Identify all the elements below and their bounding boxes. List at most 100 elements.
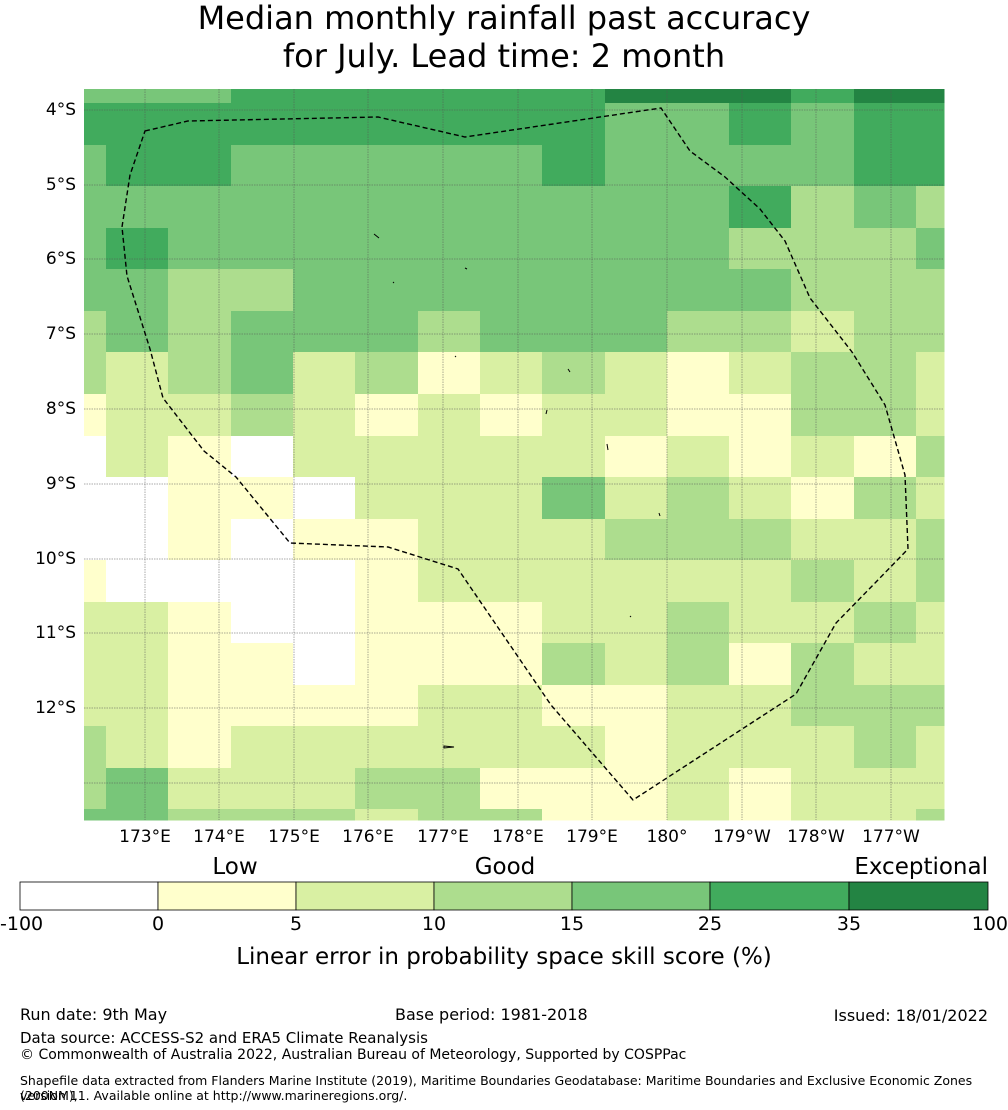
longitude-tick-label: 173°E (119, 827, 171, 847)
skill-cell (168, 768, 232, 810)
skill-cell (418, 394, 481, 437)
skill-cell (418, 643, 481, 686)
skill-cell (542, 269, 606, 312)
skill-cell (916, 394, 945, 437)
skill-cell (729, 228, 792, 270)
skill-cell (854, 685, 917, 727)
skill-cell (791, 643, 855, 686)
colorbar (19, 881, 989, 911)
skill-cell (667, 89, 730, 104)
skill-cell (293, 311, 356, 353)
skill-cell (418, 269, 481, 312)
longitude-tick-label: 178°W (787, 827, 845, 847)
skill-cell (84, 228, 107, 270)
skill-cell (231, 560, 294, 603)
skill-cell (605, 103, 668, 146)
skill-cell (84, 352, 107, 395)
latitude-tick-label: 10°S (35, 549, 76, 569)
skill-cell (791, 602, 855, 644)
skill-cell (231, 145, 294, 187)
skill-cell (542, 519, 606, 561)
skill-cell (418, 103, 481, 146)
latitude-tick-label: 12°S (35, 698, 76, 718)
skill-cell (231, 685, 294, 727)
skill-cell (418, 145, 481, 187)
skill-cell (106, 602, 169, 644)
skill-cell (729, 602, 792, 644)
skill-cell (418, 311, 481, 353)
skill-cell (231, 352, 294, 395)
skill-cell (84, 726, 107, 769)
skill-cell (542, 436, 606, 478)
skill-cell (667, 436, 730, 478)
skill-cell (418, 768, 481, 810)
skill-cell (854, 436, 917, 478)
skill-cell (355, 145, 419, 187)
skill-cell (293, 436, 356, 478)
skill-cell (84, 186, 107, 229)
skill-cell (916, 103, 945, 146)
skill-cell (542, 726, 606, 769)
skill-cell (605, 560, 668, 603)
skill-cell (293, 186, 356, 229)
skill-cell (106, 352, 169, 395)
skill-cell (106, 145, 169, 187)
skill-cell (667, 809, 730, 821)
skill-cell (729, 477, 792, 520)
skill-cell (729, 145, 792, 187)
run-date: Run date: 9th May (20, 1005, 168, 1024)
skill-cell (168, 519, 232, 561)
skill-cell (480, 145, 543, 187)
skill-cell (293, 352, 356, 395)
skill-cell (854, 311, 917, 353)
skill-cell (231, 269, 294, 312)
skill-cell (605, 89, 668, 104)
skill-cell (729, 311, 792, 353)
skill-cell (168, 311, 232, 353)
skill-cell (729, 560, 792, 603)
skill-cell (542, 228, 606, 270)
skill-cell (916, 643, 945, 686)
skill-cell (293, 89, 356, 104)
skill-cell (667, 685, 730, 727)
skill-cell (729, 394, 792, 437)
skill-cell (355, 89, 419, 104)
skill-cell (791, 269, 855, 312)
skill-cell (106, 768, 169, 810)
skill-cell (916, 560, 945, 603)
skill-cell (667, 186, 730, 229)
skill-cell (605, 768, 668, 810)
skill-cell (791, 685, 855, 727)
latitude-tick-label: 7°S (45, 324, 76, 344)
colorbar-tick-label: 15 (559, 913, 585, 935)
skill-cell (231, 89, 294, 104)
skill-cell (231, 602, 294, 644)
skill-cell (667, 768, 730, 810)
skill-cell (791, 228, 855, 270)
skill-cell (854, 809, 917, 821)
skill-cell (84, 643, 107, 686)
skill-cell (168, 352, 232, 395)
colorbar-group-label: Good (474, 854, 536, 880)
skill-cell (791, 768, 855, 810)
skill-cell (605, 394, 668, 437)
skill-cell (293, 726, 356, 769)
colorbar-tick-label: -100 (0, 913, 44, 935)
shapefile-credit-line1: Shapefile data extracted from Flanders M… (20, 1073, 973, 1103)
skill-cell (84, 145, 107, 187)
longitude-tick-label: 180° (646, 827, 688, 847)
skill-cell (605, 519, 668, 561)
skill-cell (418, 477, 481, 520)
skill-cell (355, 519, 419, 561)
skill-cell (791, 394, 855, 437)
skill-cell (791, 436, 855, 478)
skill-cell (84, 768, 107, 810)
skill-cell (355, 560, 419, 603)
skill-cell (480, 643, 543, 686)
skill-cell (729, 352, 792, 395)
skill-cell (542, 311, 606, 353)
skill-cell (667, 394, 730, 437)
skill-cell (168, 560, 232, 603)
skill-cell (293, 519, 356, 561)
colorbar-tick-label: 100 (971, 913, 1008, 935)
